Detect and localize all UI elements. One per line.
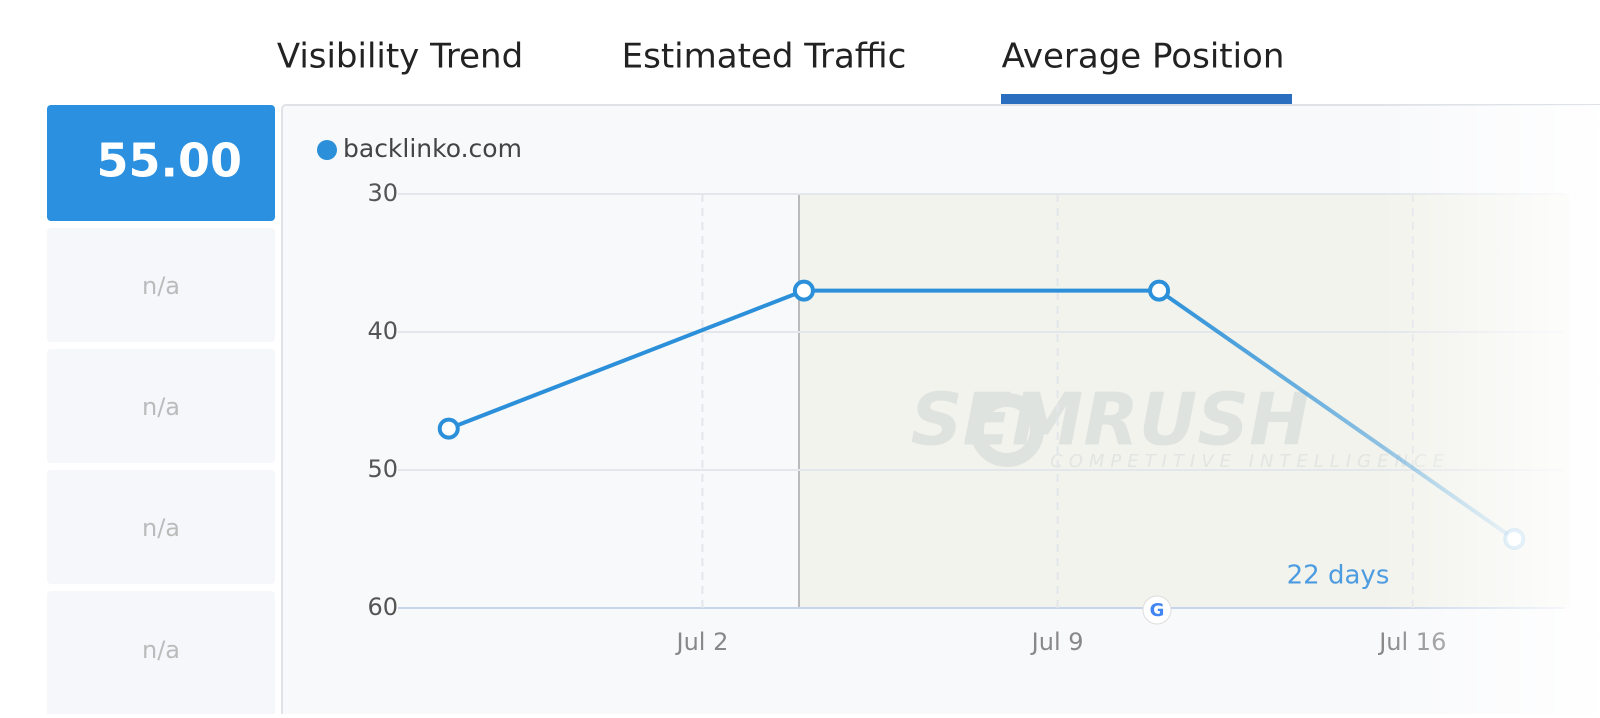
card-active[interactable] (47, 105, 275, 221)
y-tick-label: 40 (367, 317, 398, 345)
y-tick-label: 60 (367, 593, 398, 621)
tab[interactable]: Estimated Traffic (622, 37, 907, 77)
google-icon: G (1150, 600, 1165, 621)
y-tick-label: 50 (367, 455, 398, 483)
card[interactable] (47, 349, 275, 463)
tab-active[interactable]: Average Position (1002, 37, 1285, 77)
y-tick-label: 30 (367, 179, 398, 207)
card[interactable] (47, 591, 275, 718)
card-value: n/a (142, 272, 180, 300)
data-point (437, 417, 460, 440)
legend-marker (317, 140, 337, 160)
x-tick-label: Jul 9 (1030, 628, 1084, 656)
tab-underline (1001, 94, 1292, 104)
data-point (1148, 279, 1171, 302)
series-line (448, 288, 1516, 541)
watermark-logo (970, 393, 1044, 467)
annotation: 22 days (1287, 561, 1390, 591)
data-point (792, 279, 815, 302)
x-tick-label: Jul 2 (675, 628, 729, 656)
watermark: SEMRUSH (911, 378, 1310, 462)
google-icon (1142, 595, 1172, 625)
card[interactable] (47, 470, 275, 584)
card[interactable] (47, 228, 275, 342)
card-value: n/a (142, 636, 180, 664)
legend-label: backlinko.com (343, 134, 522, 163)
fade (1380, 105, 1600, 714)
watermark: COMPETITIVE INTELLIGENCE (1050, 451, 1450, 472)
card-value: 55.00 (96, 134, 242, 188)
card-value: n/a (142, 393, 180, 421)
tab[interactable]: Visibility Trend (277, 37, 523, 77)
card-value: n/a (142, 514, 180, 542)
